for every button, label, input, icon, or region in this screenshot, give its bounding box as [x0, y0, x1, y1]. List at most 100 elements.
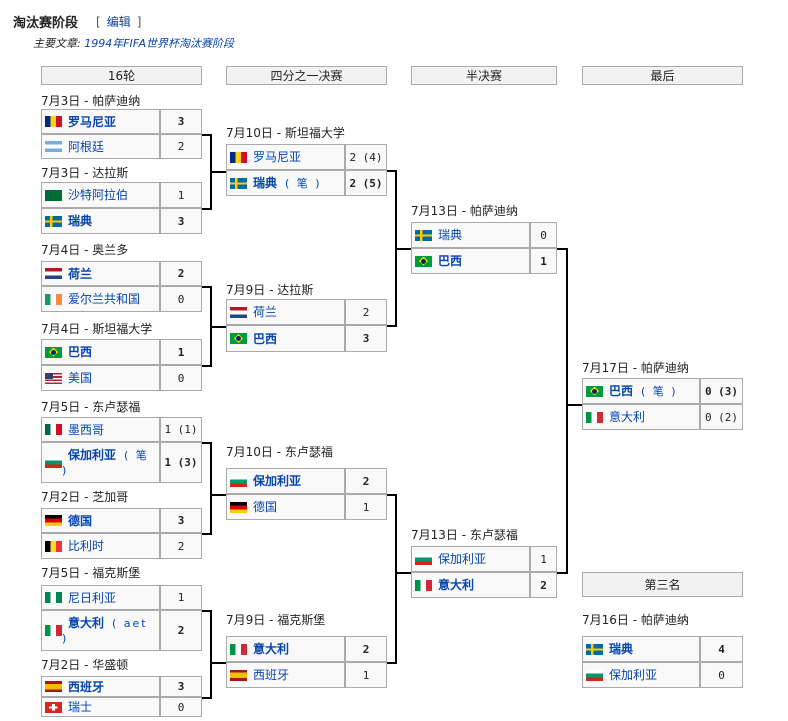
team-cell-sweden: 瑞典: [411, 222, 530, 248]
team-label: 巴西: [432, 254, 462, 268]
score-cell: 2: [160, 134, 202, 159]
bulgaria-flag-icon: [415, 553, 432, 565]
team-name-link[interactable]: 瑞典: [438, 228, 463, 242]
team-name-link[interactable]: 西班牙: [253, 668, 290, 682]
team-name-link[interactable]: 阿根廷: [68, 139, 105, 154]
edit-link[interactable]: 编辑: [106, 15, 131, 29]
bracket-connector-line: [387, 662, 397, 664]
switzerland-flag-icon: [45, 701, 62, 713]
match-date: 7月3日 - 帕萨迪纳: [41, 94, 141, 108]
team-cell-saudi-arabia: 沙特阿拉伯: [41, 182, 160, 208]
team-name-link[interactable]: 保加利亚: [438, 552, 487, 566]
team-name-link[interactable]: 意大利: [68, 615, 105, 630]
score-cell: 2 (4): [345, 144, 387, 170]
brazil-globe: [592, 388, 597, 394]
match-date: 7月13日 - 东卢瑟福: [411, 528, 518, 542]
team-name-link[interactable]: 美国: [68, 371, 93, 385]
score-cell: 3: [160, 676, 202, 697]
match-date: 7月13日 - 帕萨迪纳: [411, 204, 518, 218]
team-name-link[interactable]: 罗马尼亚: [68, 114, 117, 129]
team-label: 尼日利亚: [62, 591, 116, 605]
score-cell: 0 (3): [700, 378, 743, 404]
team-name-link[interactable]: 荷兰: [253, 305, 278, 319]
score-cell: 3: [345, 325, 387, 352]
team-label: 瑞典: [603, 642, 633, 656]
spain-flag-icon: [45, 681, 62, 692]
team-name-link[interactable]: 沙特阿拉伯: [68, 188, 129, 202]
result-note: ( 笔 ): [62, 448, 149, 477]
team-name-link[interactable]: 瑞典: [68, 214, 93, 228]
team-label: 德国: [62, 514, 92, 528]
match-date: 7月17日 - 帕萨迪纳: [582, 361, 689, 375]
team-name-link[interactable]: 荷兰: [68, 266, 93, 281]
header-third-place: 第三名: [582, 572, 743, 597]
team-label: 意大利: [432, 578, 474, 592]
team-name-link[interactable]: 保加利亚: [253, 474, 302, 488]
brazil-flag-icon: [45, 346, 62, 358]
team-name-link[interactable]: 比利时: [68, 539, 105, 553]
team-name-link[interactable]: 意大利: [253, 642, 290, 656]
match-date: 7月4日 - 奥兰多: [41, 243, 129, 257]
team-name-link[interactable]: 爱尔兰共和国: [68, 292, 141, 306]
belgium-flag-icon: [45, 540, 62, 552]
team-cell-bulgaria: 保加利亚: [411, 546, 530, 572]
bracket-connector-line: [210, 610, 212, 699]
team-cell-italy: 意大利( aet ): [41, 610, 160, 651]
bracket-connector-line: [202, 533, 212, 535]
team-name-link[interactable]: 巴西: [438, 254, 463, 268]
team-name-link[interactable]: 巴西: [609, 383, 634, 398]
team-cell-germany: 德国: [226, 494, 345, 520]
header-semifinals: 半决赛: [411, 66, 557, 85]
team-label: 意大利( aet ): [62, 616, 159, 646]
team-name-link[interactable]: 德国: [68, 513, 93, 528]
team-name-link[interactable]: 瑞典: [609, 642, 634, 656]
match-date: 7月9日 - 福克斯堡: [226, 613, 326, 627]
team-name-link[interactable]: 保加利亚: [609, 668, 658, 682]
team-name-link[interactable]: 保加利亚: [68, 447, 117, 462]
brazil-globe: [51, 349, 56, 355]
team-name-link[interactable]: 德国: [253, 500, 278, 514]
bracket-connector-line: [387, 170, 397, 172]
score-cell: 3: [160, 109, 202, 134]
argentina-flag-icon: [45, 141, 62, 152]
team-name-link[interactable]: 巴西: [253, 331, 278, 346]
team-name-link[interactable]: 意大利: [609, 410, 646, 424]
team-name-link[interactable]: 巴西: [68, 345, 93, 359]
team-label: 保加利亚: [247, 474, 301, 488]
score-cell: 0: [160, 365, 202, 391]
team-cell-ireland: 爱尔兰共和国: [41, 286, 160, 312]
team-name-link[interactable]: 意大利: [438, 578, 475, 592]
bracket-connector-line: [202, 208, 212, 210]
main-article-label: 主要文章:: [33, 37, 81, 50]
romania-flag-icon: [230, 151, 247, 163]
netherlands-flag-icon: [230, 306, 247, 318]
team-name-link[interactable]: 瑞典: [253, 175, 278, 190]
team-name-link[interactable]: 墨西哥: [68, 422, 105, 437]
team-name-link[interactable]: 罗马尼亚: [253, 150, 302, 164]
score-cell: 2: [160, 610, 202, 651]
team-cell-spain: 西班牙: [41, 676, 160, 697]
team-label: 罗马尼亚: [62, 115, 116, 129]
team-label: 美国: [62, 371, 92, 385]
team-label: 瑞士: [62, 700, 92, 714]
bracket-connector-line: [202, 610, 212, 612]
bracket-connector-line: [566, 404, 582, 406]
team-cell-italy: 意大利: [411, 572, 530, 598]
team-name-link[interactable]: 瑞士: [68, 700, 93, 714]
bracket-connector-line: [202, 442, 212, 444]
italy-flag-icon: [45, 625, 62, 636]
bracket-connector-line: [202, 365, 212, 367]
match-date: 7月5日 - 东卢瑟福: [41, 400, 141, 414]
italy-flag-icon: [586, 411, 603, 423]
score-cell: 1: [530, 248, 557, 274]
team-label: 墨西哥: [62, 423, 104, 437]
team-label: 巴西 ( 笔 ): [603, 384, 678, 399]
main-article-note: 主要文章: 1994年FIFA世界杯淘汰赛阶段: [33, 35, 234, 51]
team-label: 保加利亚( 笔 ): [62, 448, 159, 478]
team-cell-sweden: 瑞典: [41, 208, 160, 234]
main-article-link[interactable]: 1994年FIFA世界杯淘汰赛阶段: [84, 37, 234, 50]
team-name-link[interactable]: 尼日利亚: [68, 590, 117, 605]
brazil-flag-icon: [415, 255, 432, 267]
team-cell-brazil: 巴西: [226, 325, 345, 352]
team-name-link[interactable]: 西班牙: [68, 679, 105, 694]
